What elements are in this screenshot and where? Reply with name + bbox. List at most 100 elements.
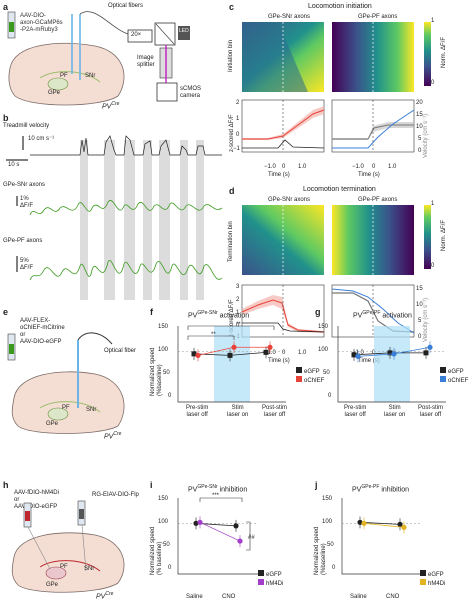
objective-label: 20× xyxy=(131,32,142,38)
panel-c-right-title: GPe-PF axons xyxy=(358,14,398,20)
scale-val: 1% xyxy=(20,196,29,202)
title-sup: GPe-SNr xyxy=(197,484,218,490)
d-yr3: 0 xyxy=(418,334,422,340)
data-point xyxy=(357,519,363,525)
stim-region xyxy=(214,326,250,402)
i-yt3: 0 xyxy=(168,565,172,571)
cbar-c-top: 1 xyxy=(431,18,435,24)
xcat-line: Post-stim xyxy=(262,405,288,411)
led-label: LED xyxy=(179,28,189,34)
objective-box xyxy=(127,29,153,43)
panel-j-title: PVGPe-PF inhibition xyxy=(352,483,409,494)
data-point xyxy=(361,520,367,526)
series-line xyxy=(199,521,241,542)
xcat-line: laser off xyxy=(186,412,208,418)
title-text: PV xyxy=(352,486,362,494)
scale-unit: ΔF/F xyxy=(20,265,34,271)
panel-c-plots xyxy=(241,22,431,153)
legend-swatch xyxy=(296,376,302,382)
f-yt2: 50 xyxy=(163,370,170,376)
gpe-label: GPe xyxy=(48,90,61,96)
i-legend: eGFP hM4Di xyxy=(258,570,283,588)
c-yl1: 1 xyxy=(236,116,240,122)
c-yr1: 15 xyxy=(416,112,423,118)
chart-j xyxy=(341,498,422,575)
c-xlabel-r: Time (s) xyxy=(358,172,380,178)
legend-item: eGFP xyxy=(258,570,283,579)
panel-g-title: PVGPe-PF activation xyxy=(353,309,412,320)
data-point xyxy=(351,352,357,358)
snr-label-h: SNr xyxy=(84,566,95,572)
data-point xyxy=(233,523,239,529)
legend-text: oChIEF xyxy=(304,378,325,384)
camera-label: sCMOS camera xyxy=(180,86,201,100)
pf-label-h: PF xyxy=(60,564,68,570)
brain-outline xyxy=(8,42,125,106)
pf-label: PF xyxy=(60,73,68,79)
i-yt2: 50 xyxy=(163,542,170,548)
g-yt2: 50 xyxy=(323,370,330,376)
cbar-c-label: Norm. ΔF/F xyxy=(441,36,447,68)
pf-trace xyxy=(29,259,223,281)
snr-trace xyxy=(29,200,223,216)
xcat-line: Pre-stim xyxy=(186,405,209,411)
panel-d-left-title: GPe-SNr axons xyxy=(268,197,311,203)
ylabel-line: Normalized speed xyxy=(314,526,320,575)
legend-item: eGFP xyxy=(296,367,324,376)
legend-item: hM4Di xyxy=(420,579,445,588)
xcat-line: laser off xyxy=(344,412,366,418)
ylabel-line: Normalized speed xyxy=(150,347,156,396)
pv-text: PV xyxy=(102,103,112,111)
panel-e-diagram xyxy=(7,332,125,434)
c-xlabel-l: Time (s) xyxy=(268,172,290,178)
ylabel-line: Normalized speed xyxy=(150,526,156,575)
d-xlabel-r: Time (s) xyxy=(358,358,380,364)
data-point xyxy=(263,349,269,355)
data-point xyxy=(397,521,403,527)
treadmill-label: Treadmill velocity xyxy=(3,123,50,129)
virus-line: AAV-fDIO-eGFP xyxy=(14,504,58,510)
velocity-scale: 10 cm s⁻¹ xyxy=(28,136,55,142)
panel-j-label: j xyxy=(315,480,318,490)
heatmap-d-right xyxy=(332,205,414,275)
panel-c-title: Locomotion initiation xyxy=(308,3,372,10)
virus-line: axon-GCaMP6s xyxy=(20,20,63,26)
data-point xyxy=(231,344,237,350)
pf-trace-label: GPe-PF axons xyxy=(3,238,43,244)
data-point xyxy=(401,524,407,530)
splitter-line: Image xyxy=(137,55,154,61)
c-xt0r: −1.0 xyxy=(352,164,364,170)
xcat-line: laser off xyxy=(263,412,286,418)
f-legend: eGFP oChIEF xyxy=(296,367,324,385)
snr-label-e: SNr xyxy=(86,407,97,413)
panel-h-diagram xyxy=(11,500,125,593)
led-box xyxy=(178,26,190,40)
f-sig-0: ** xyxy=(211,332,216,338)
panel-f-title: PVGPe-SNr activation xyxy=(188,309,249,320)
cbar-d-bot: 0 xyxy=(431,263,435,269)
heatmap-c-right xyxy=(332,22,414,92)
scale-val: 5% xyxy=(20,258,29,264)
title-text: PV xyxy=(188,312,198,320)
panel-h-virus: AAV-fDIO-hM4Di or AAV-fDIO-eGFP xyxy=(14,490,59,511)
d-yl2: 1 xyxy=(236,310,240,316)
i-yt1: 100 xyxy=(158,519,169,525)
f-yt3: 0 xyxy=(168,393,172,399)
title-text2: activation xyxy=(382,312,412,320)
line-plot-c-right xyxy=(331,99,415,153)
xcat-line: laser off xyxy=(419,412,442,418)
data-point xyxy=(387,350,393,356)
i-xcat-1: CNO xyxy=(222,594,236,600)
j-yt2: 50 xyxy=(327,542,334,548)
f-xcat-2: Post-stim laser off xyxy=(262,405,287,419)
data-point xyxy=(391,351,397,357)
panel-d-ylabel: Termination bin xyxy=(228,221,234,262)
virus-line: AAV-DIO- xyxy=(20,13,46,19)
legend-swatch xyxy=(420,579,426,585)
camera-line: camera xyxy=(180,93,201,99)
j-legend: eGFP hM4Di xyxy=(420,570,445,588)
panel-b-traces xyxy=(6,135,223,300)
i-xcat-0: Saline xyxy=(186,594,203,600)
legend-text: eGFP xyxy=(428,572,444,578)
cbar-d-top: 1 xyxy=(431,201,435,207)
